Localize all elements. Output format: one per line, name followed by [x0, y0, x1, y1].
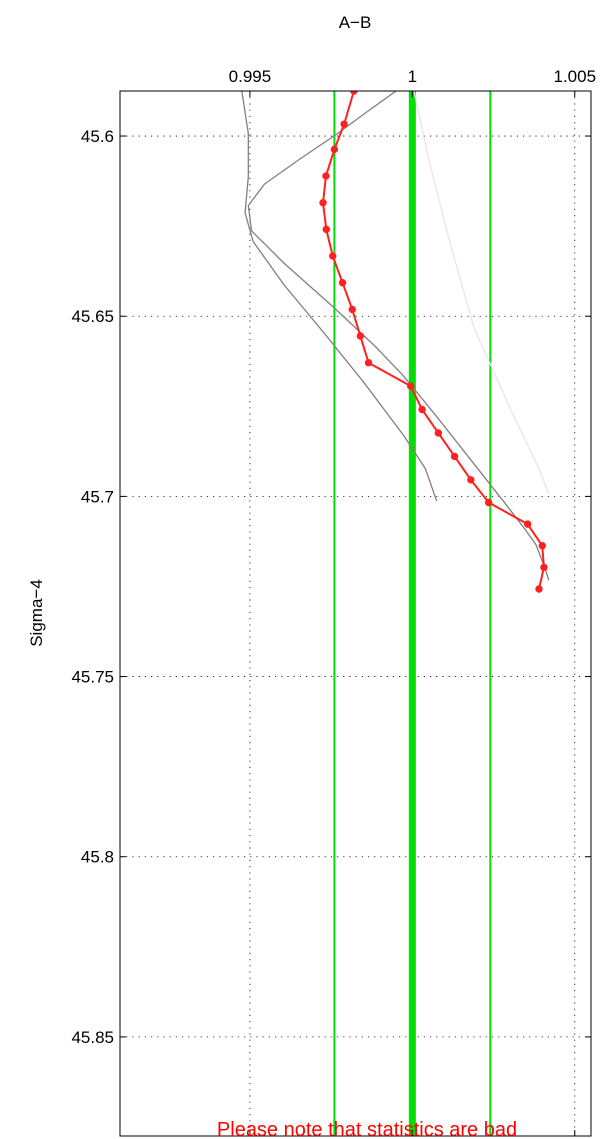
y-axis-label: Sigma−4	[27, 579, 46, 647]
data-point	[338, 279, 347, 287]
plot-background	[120, 91, 591, 1136]
data-point	[467, 476, 475, 484]
data-point	[340, 120, 348, 128]
y-tick-label: 45.75	[71, 668, 114, 687]
series-line	[247, 91, 550, 581]
y-tick-label: 45.7	[81, 487, 114, 506]
data-point	[538, 542, 546, 550]
data-point	[450, 452, 459, 461]
data-point	[434, 429, 443, 437]
x-tick-label: 1.005	[553, 67, 596, 86]
data-point	[348, 305, 356, 314]
data-point	[330, 145, 339, 154]
data-point	[407, 382, 415, 390]
data-point	[356, 332, 365, 340]
series-lines	[241, 91, 550, 593]
plot-frame	[119, 90, 592, 1137]
data-point	[523, 520, 532, 528]
data-point	[329, 252, 337, 260]
x-tick-label: 0.995	[229, 67, 272, 86]
y-axis-ticks: 45.6 45.65 45.7 45.75 45.8 45.85	[71, 127, 591, 1047]
data-point	[484, 498, 493, 507]
y-tick-label: 45.85	[71, 1028, 114, 1047]
data-point	[322, 225, 330, 234]
series-line	[241, 91, 438, 502]
annotation-text: Please note that statistics are bad	[217, 1119, 517, 1139]
y-tick-label: 45.65	[71, 307, 114, 326]
data-point	[364, 359, 373, 367]
data-point	[319, 199, 327, 207]
data-point	[540, 563, 548, 572]
x-axis-ticks: 0.995 1 1.005	[229, 67, 596, 1136]
y-tick-label: 45.6	[81, 127, 114, 146]
reference-lines	[333, 91, 492, 1136]
data-point	[322, 172, 330, 180]
data-point	[418, 405, 426, 414]
series-line	[413, 91, 550, 495]
y-tick-label: 45.8	[81, 848, 114, 867]
chart-title: A−B	[339, 13, 372, 32]
x-tick-label: 1	[408, 67, 417, 86]
data-point	[535, 585, 543, 593]
